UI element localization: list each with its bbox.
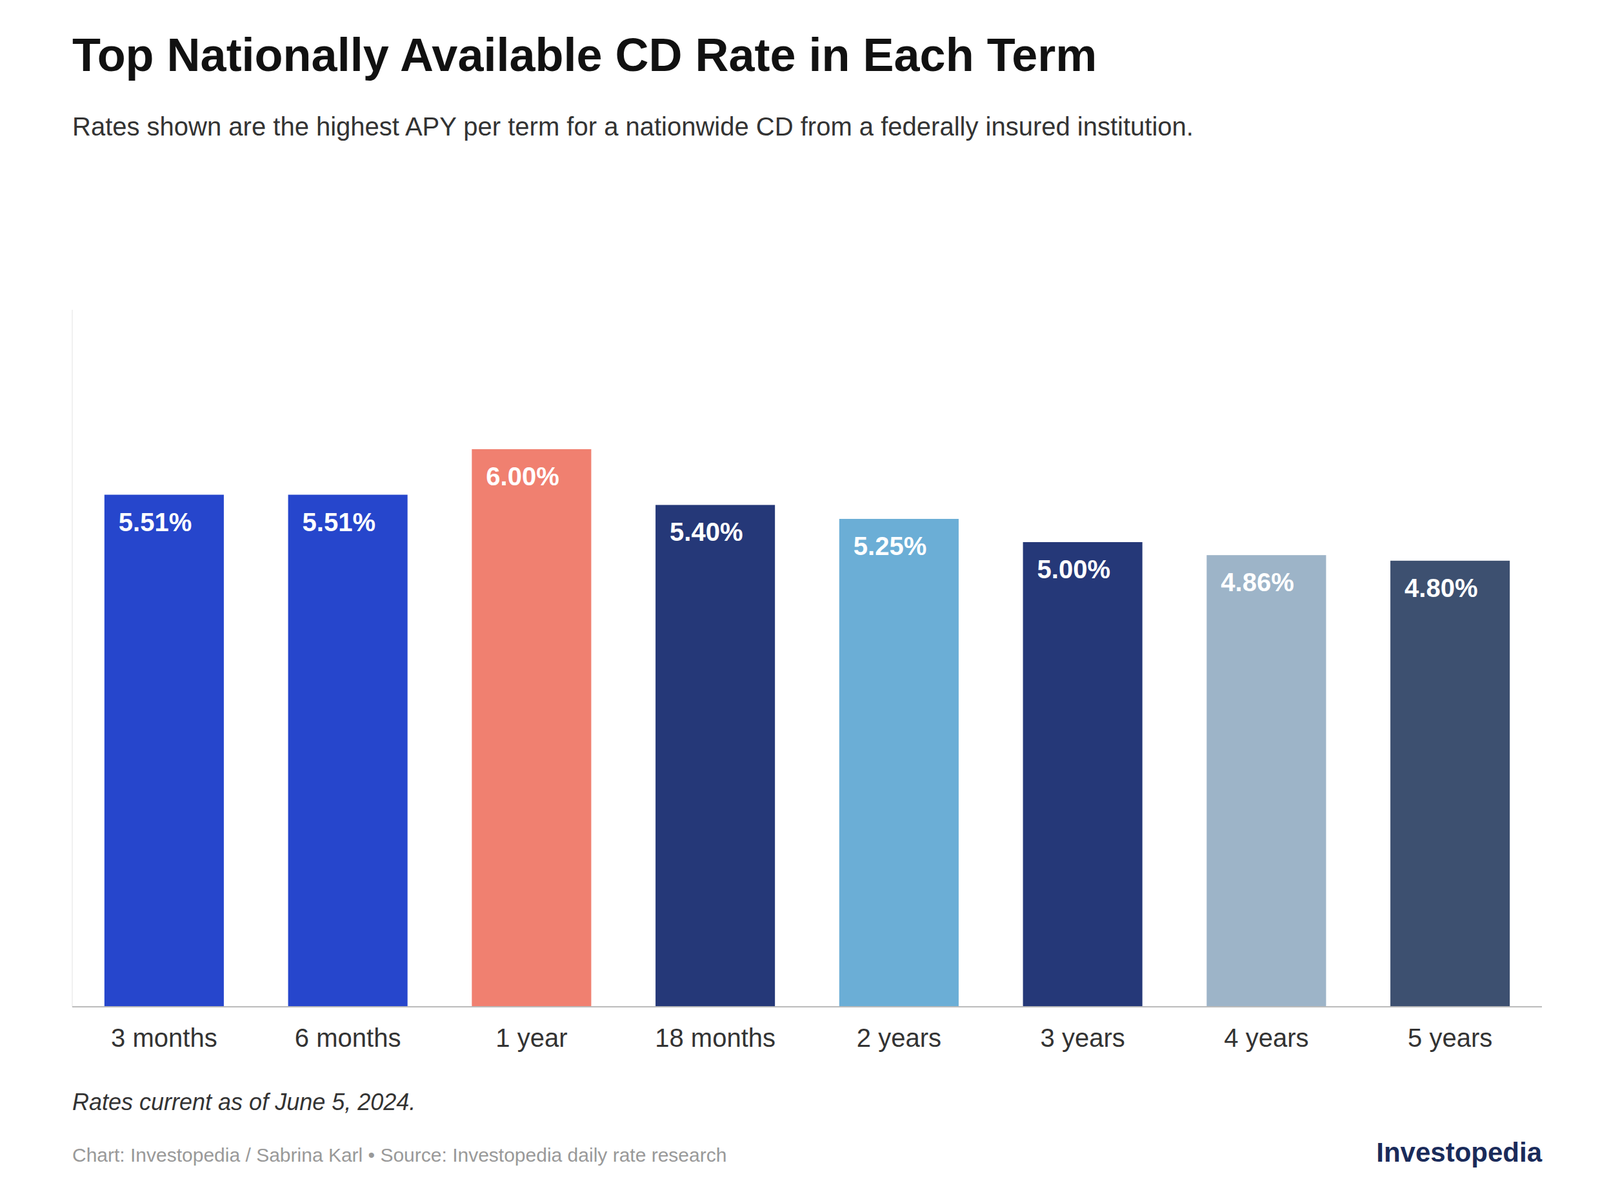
chart-svg: Top Nationally Available CD Rate in Each…	[0, 0, 1600, 1203]
data-label: 5.25%	[853, 531, 927, 560]
x-tick-labels: 3 months 6 months 1 year 18 months 2 years 3 …	[110, 1023, 1493, 1052]
bar	[1206, 554, 1326, 1007]
x-tick-label: 1 year	[495, 1023, 568, 1052]
bar	[1023, 541, 1143, 1007]
x-tick-label: 4 years	[1223, 1023, 1309, 1052]
annotations: Rates current as of June 5, 2024. Chart: …	[72, 1088, 1543, 1168]
background	[0, 0, 1600, 1203]
source-note: Chart: Investopedia / Sabrina Karl • Sou…	[72, 1143, 727, 1166]
bar	[471, 449, 591, 1007]
data-label: 6.00%	[485, 461, 559, 491]
logo-text: Investopedia	[1376, 1136, 1542, 1168]
title: Top Nationally Available CD Rate in Each…	[72, 29, 1097, 81]
data-label: 5.51%	[302, 507, 376, 537]
data-label: 5.51%	[118, 507, 192, 537]
bar	[104, 494, 224, 1007]
data-label: 5.00%	[1037, 554, 1111, 584]
y-axis-line	[72, 309, 73, 1007]
chart-container: Top Nationally Available CD Rate in Each…	[0, 0, 1600, 1203]
data-labels: 5.51% 5.51% 6.00% 5.40% 5.25% 5.00% 4.86% 4.80%	[118, 461, 1479, 602]
subtitle: Rates shown are the highest APY per term…	[72, 112, 1194, 141]
data-label: 4.80%	[1404, 573, 1478, 602]
bar	[839, 518, 959, 1007]
x-tick-label: 3 months	[110, 1023, 218, 1052]
x-axis-line	[72, 1005, 1542, 1008]
bars	[104, 449, 1510, 1007]
x-tick-label: 3 years	[1040, 1023, 1126, 1052]
footnote: Rates current as of June 5, 2024.	[72, 1088, 416, 1115]
x-tick-label: 5 years	[1407, 1023, 1493, 1052]
data-label: 4.86%	[1220, 567, 1294, 597]
bar	[288, 494, 408, 1007]
bar	[655, 504, 775, 1007]
data-label: 5.40%	[669, 517, 743, 546]
bar	[1390, 560, 1510, 1007]
x-tick-label: 2 years	[856, 1023, 942, 1052]
x-tick-label: 18 months	[654, 1023, 776, 1052]
x-tick-label: 6 months	[294, 1023, 402, 1052]
